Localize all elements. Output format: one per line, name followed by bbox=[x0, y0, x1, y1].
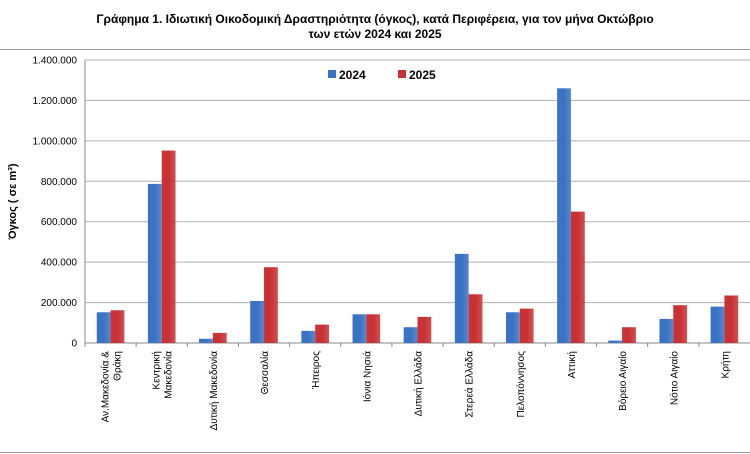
x-category-label: Θράκη bbox=[112, 351, 124, 381]
y-tick-label: 1.200.000 bbox=[33, 96, 78, 107]
x-category-label: Πελοπόννησος bbox=[515, 351, 527, 418]
legend-swatch-2024 bbox=[328, 70, 336, 78]
bar-2024 bbox=[352, 314, 367, 343]
x-category-label: Στερεά Ελλάδα bbox=[464, 351, 476, 418]
bar-2024 bbox=[710, 306, 725, 343]
bar-2024 bbox=[505, 312, 520, 343]
bar-2024 bbox=[147, 183, 162, 343]
x-category-label: Αττική bbox=[566, 351, 578, 378]
legend-label-2025: 2025 bbox=[409, 68, 436, 82]
x-category-label: Δυτική Ελλάδα bbox=[413, 351, 425, 417]
y-axis-label: Όγκος ( σε m³) bbox=[7, 163, 19, 240]
x-category-label: Βόρειο Αιγαίο bbox=[617, 351, 629, 411]
y-tick-label: 1.400.000 bbox=[33, 56, 78, 67]
bar-2024 bbox=[557, 88, 571, 343]
bar-2025 bbox=[519, 308, 534, 343]
divider-bottom bbox=[0, 452, 750, 453]
y-tick-label: 200.000 bbox=[41, 298, 78, 309]
bar-2024 bbox=[96, 312, 111, 343]
bar-2024 bbox=[659, 318, 674, 343]
x-category-label: Ήπειρος bbox=[311, 351, 322, 390]
legend-label-2024: 2024 bbox=[339, 68, 366, 82]
divider-top bbox=[0, 49, 750, 50]
y-tick-label: 600.000 bbox=[41, 217, 78, 228]
bar-2024 bbox=[403, 327, 418, 343]
bar-2025 bbox=[110, 310, 125, 343]
bar-2025 bbox=[366, 314, 381, 343]
bar-2025 bbox=[264, 267, 278, 343]
legend-swatch-2025 bbox=[398, 70, 406, 78]
x-category-label: Μακεδονία bbox=[163, 351, 175, 399]
x-category-label: Ιόνια Νησιά bbox=[361, 351, 373, 402]
x-category-label: Νότιο Αιγαίο bbox=[668, 351, 680, 405]
y-tick-label: 0 bbox=[71, 339, 77, 350]
x-category-label: Κρήτη bbox=[719, 351, 731, 378]
bar-2025 bbox=[673, 305, 688, 343]
bar-2024 bbox=[454, 253, 469, 343]
bar-2025 bbox=[417, 316, 432, 343]
y-tick-label: 1.000.000 bbox=[33, 136, 78, 147]
x-category-label: Θεσσαλία bbox=[259, 351, 271, 395]
bar-2025 bbox=[212, 332, 227, 343]
bar-2024 bbox=[199, 338, 213, 343]
chart-title-line2: των ετών 2024 και 2025 bbox=[308, 27, 442, 41]
bar-2024 bbox=[250, 300, 265, 343]
y-tick-label: 800.000 bbox=[41, 177, 78, 188]
bar-2025 bbox=[724, 295, 739, 343]
bar-2024 bbox=[608, 340, 623, 343]
chart-title-line1: Γράφημα 1. Ιδιωτική Οικοδομική Δραστηριό… bbox=[96, 12, 654, 26]
x-category-label: Αν.Μακεδονία & bbox=[100, 351, 112, 423]
bar-2025 bbox=[315, 324, 330, 343]
bar-2025 bbox=[570, 211, 585, 343]
bar-2025 bbox=[161, 150, 176, 343]
x-category-label: Δυτική Μακεδονία bbox=[208, 351, 220, 431]
y-tick-label: 400.000 bbox=[41, 258, 78, 269]
x-category-label: Κεντρική bbox=[151, 351, 163, 390]
bar-2025 bbox=[622, 327, 636, 343]
bar-2025 bbox=[468, 294, 483, 343]
bar-2024 bbox=[301, 330, 316, 343]
